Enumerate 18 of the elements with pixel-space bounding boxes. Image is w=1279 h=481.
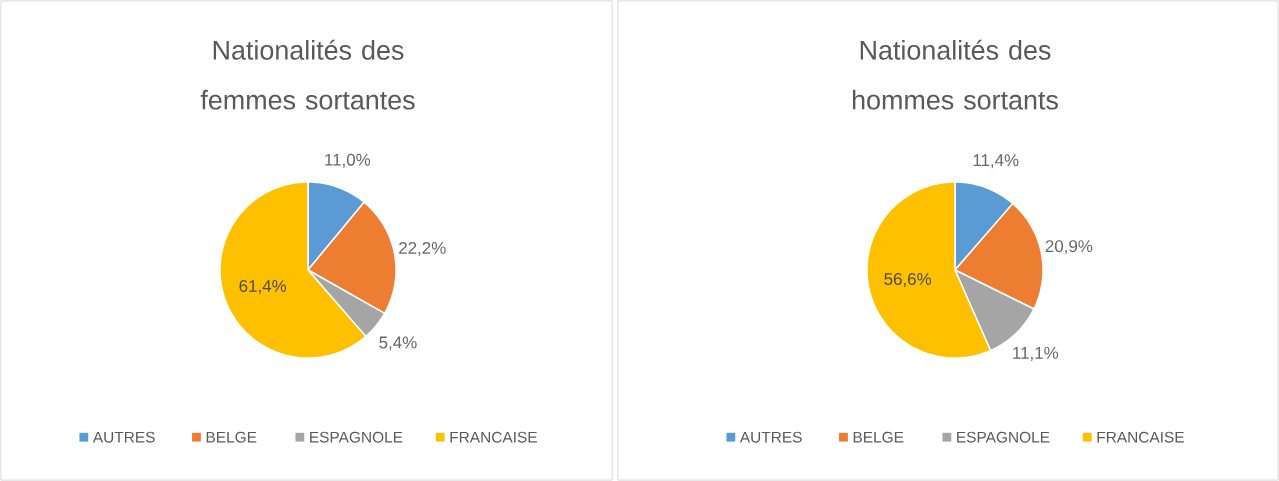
chart-title: Nationalités des hommes sortants [852, 39, 1058, 110]
legend-label: ESPAGNOLE [957, 431, 1050, 443]
legend-label: AUTRES [92, 431, 155, 443]
data-label: 5,4% [379, 336, 417, 351]
data-label: 11,1% [1013, 346, 1059, 361]
data-label: 20,9% [1045, 240, 1093, 255]
data-label: 56,6% [884, 272, 932, 287]
data-label: 11,0% [325, 153, 371, 168]
legend-label: AUTRES [739, 431, 802, 443]
legend-label: BELGE [206, 431, 257, 443]
legend-label: ESPAGNOLE [310, 431, 403, 443]
legend-label: FRANCAISE [1097, 431, 1184, 443]
data-label: 11,4% [973, 154, 1019, 169]
chart-title: Nationalités des femmes sortantes [200, 39, 415, 110]
legend-label: FRANCAISE [450, 431, 537, 443]
data-label: 61,4% [239, 279, 287, 294]
data-label: 22,2% [399, 241, 446, 256]
legend-label: BELGE [853, 431, 904, 443]
